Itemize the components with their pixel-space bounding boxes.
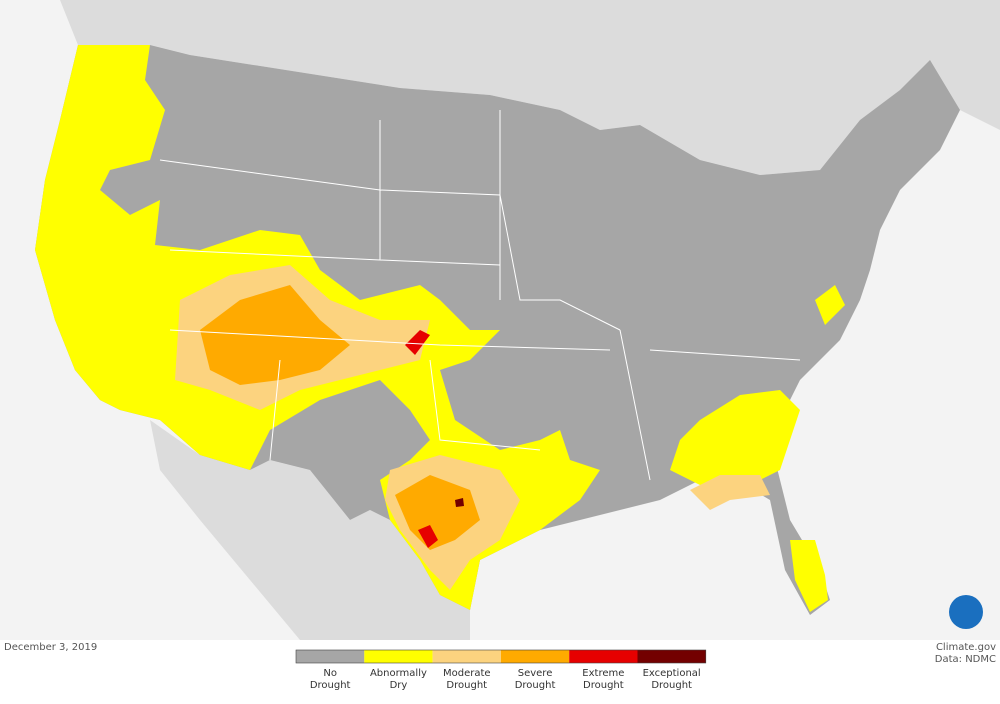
- date: December 3, 2019: [4, 642, 97, 653]
- canada: [0, 0, 1000, 175]
- drought-area: [815, 285, 845, 325]
- legend-frame: [295, 649, 707, 664]
- drought-area: [405, 330, 430, 355]
- legend-label: Abnormally: [370, 668, 427, 679]
- drought-area: [670, 390, 800, 485]
- legend-label: No: [323, 668, 337, 679]
- legend: NoDroughtAbnormallyDryModerateDroughtSev…: [295, 649, 707, 691]
- drought-area: [200, 285, 350, 385]
- state-borders: [159, 110, 801, 481]
- us-map: [35, 45, 960, 615]
- drought-area: [690, 475, 770, 510]
- source: Data: NDMC: [935, 654, 996, 665]
- drought-area: [418, 525, 438, 548]
- drought-area: [790, 540, 828, 612]
- legend-swatch: [296, 650, 365, 663]
- legend-label: Drought: [651, 680, 692, 691]
- legend-label: Dry: [390, 680, 408, 691]
- drought-area: [395, 475, 480, 550]
- legend-swatch: [569, 650, 638, 663]
- legend-swatch: [637, 650, 706, 663]
- legend-label: Drought: [583, 680, 624, 691]
- legend-label: Moderate: [443, 668, 491, 679]
- legend-label: Drought: [446, 680, 487, 691]
- mexico: [150, 420, 470, 640]
- drought-area: [455, 498, 464, 507]
- legend-label: Extreme: [582, 668, 624, 679]
- legend-label: Drought: [310, 680, 351, 691]
- noaa-logo: [949, 595, 983, 629]
- legend-label: Drought: [515, 680, 556, 691]
- legend-swatch: [500, 650, 570, 663]
- credit: Climate.gov: [936, 642, 996, 653]
- footer: [0, 640, 1000, 704]
- legend-label: Severe: [518, 668, 553, 679]
- legend-swatch: [364, 650, 433, 663]
- legend-swatch: [432, 650, 501, 663]
- legend-label: Exceptional: [643, 668, 701, 679]
